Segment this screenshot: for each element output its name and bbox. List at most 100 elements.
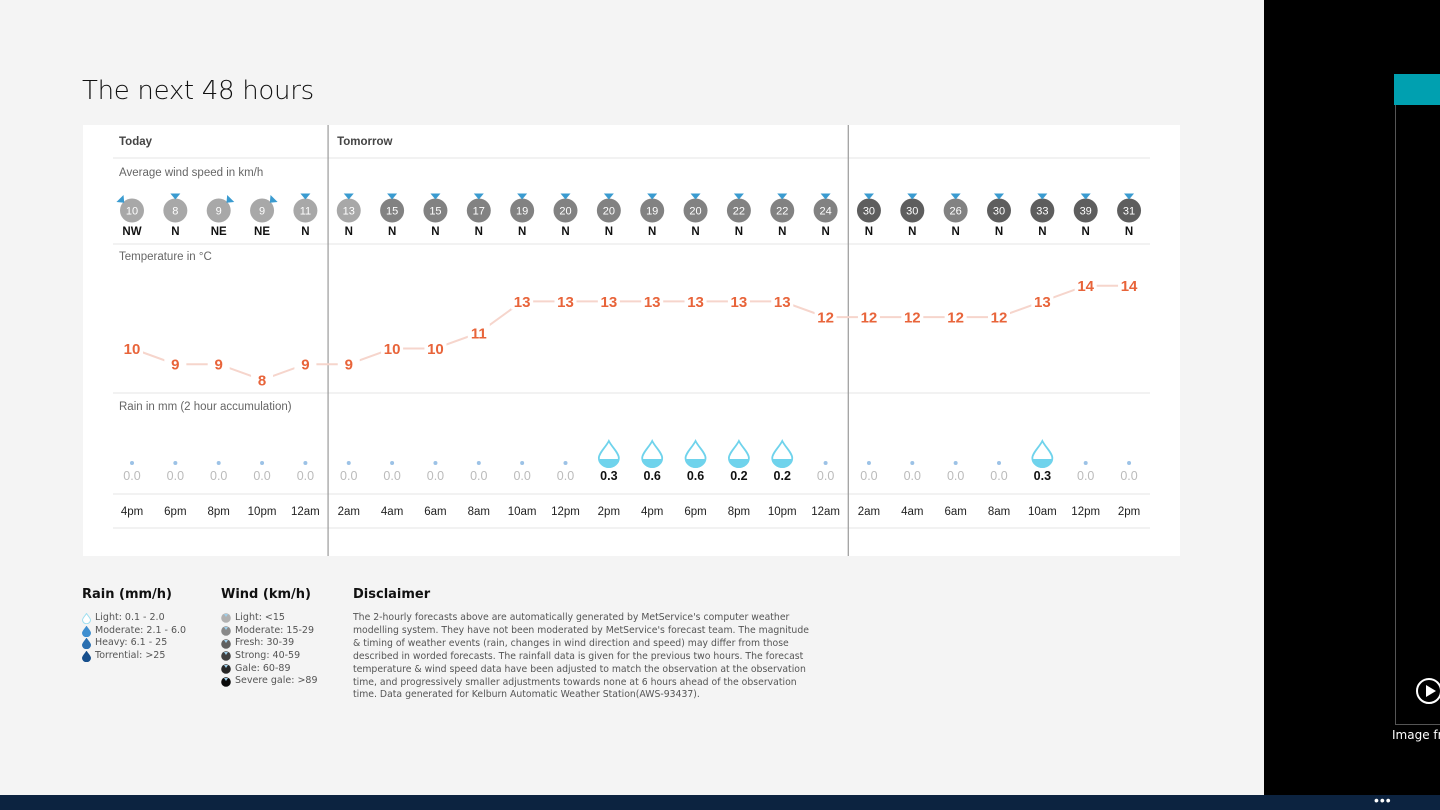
rain-drop-fill [642, 459, 663, 468]
rain-dot [1083, 461, 1088, 465]
play-icon[interactable] [1416, 678, 1440, 704]
rain-legend-label: Moderate: 2.1 - 6.0 [95, 624, 187, 636]
rain-value: 0.0 [427, 469, 444, 483]
rain-value: 0.0 [253, 469, 270, 483]
rain-value: 0.0 [513, 469, 530, 483]
temperature-label-bg [857, 308, 880, 326]
wind-direction-arrow-icon [863, 193, 874, 200]
rain-value: 0.0 [123, 469, 140, 483]
temperature-label-bg [164, 355, 187, 373]
time-label: 12pm [551, 506, 580, 518]
wind-direction-arrow-icon [777, 193, 788, 200]
wind-direction-arrow-icon [343, 193, 354, 200]
temperature-label-bg [641, 292, 664, 310]
wind-speed-circle [813, 198, 838, 223]
temperature-label-bg [121, 339, 143, 357]
wind-speed-value: 17 [473, 206, 485, 218]
disclaimer-title: Disclaimer [353, 587, 431, 602]
rain-dot [130, 461, 134, 465]
time-label: 8pm [208, 506, 230, 518]
rain-drop-fill [772, 459, 793, 468]
wind-speed-value: 19 [646, 206, 658, 218]
wind-legend-item: Moderate: 15-29 [221, 625, 318, 638]
side-panel-tab[interactable] [1394, 74, 1440, 105]
wind-legend-item: Gale: 60-89 [221, 663, 318, 676]
wind-direction-arrow-icon [517, 193, 528, 200]
time-label: 12am [811, 506, 840, 518]
temperature-label-bg [207, 355, 230, 373]
time-label: 6am [424, 506, 446, 518]
rain-value: 0.0 [297, 469, 314, 483]
wind-speed-value: 30 [993, 206, 1005, 218]
wind-speed-value: 11 [300, 206, 311, 218]
wind-direction-arrow-icon [820, 193, 831, 200]
wind-speed-circle [1117, 198, 1142, 223]
wind-direction-arrow-icon [226, 194, 235, 203]
page-title: The next 48 hours [82, 76, 314, 106]
temperature-value: 13 [1034, 294, 1051, 311]
wind-direction-arrow-icon [603, 193, 614, 200]
temperature-value: 9 [215, 357, 223, 374]
wind-speed-circle [553, 198, 578, 223]
wind-speed-circle [1073, 198, 1098, 223]
wind-speed-circle [770, 198, 795, 223]
rain-legend-item: Heavy: 6.1 - 25 [82, 637, 186, 650]
more-options-button[interactable]: ••• [1374, 792, 1392, 808]
temperature-value: 10 [384, 341, 401, 358]
wind-direction-arrow-icon [1124, 193, 1135, 200]
wind-legend-label: Gale: 60-89 [235, 662, 291, 674]
rain-dot [390, 461, 395, 465]
disclaimer: Disclaimer The 2-hourly forecasts above … [353, 587, 813, 702]
wind-speed-circle [596, 198, 621, 223]
rain-legend-title: Rain (mm/h) [82, 587, 172, 602]
day-label: Tomorrow [337, 136, 392, 148]
wind-direction-arrow-icon [950, 193, 961, 200]
time-label: 10am [508, 506, 537, 518]
wind-speed-circle [206, 198, 231, 223]
rain-legend-item: Torrential: >25 [82, 650, 186, 663]
wind-speed-value: 24 [819, 206, 831, 218]
time-label: 6am [944, 506, 966, 518]
wind-direction-label: N [345, 226, 353, 238]
disclaimer-text: The 2-hourly forecasts above are automat… [353, 612, 809, 701]
temperature-label-bg [684, 292, 707, 310]
rain-value: 0.0 [947, 469, 964, 483]
wind-speed-circle [987, 198, 1011, 223]
rain-value: 0.0 [1120, 469, 1137, 483]
wind-speed-circle [380, 198, 405, 223]
wind-speed-circle [726, 198, 751, 223]
temperature-label-bg [1031, 292, 1054, 310]
wind-speed-value: 20 [603, 206, 615, 218]
temperature-label-bg [337, 355, 360, 373]
time-label: 4am [381, 506, 403, 518]
time-label: 2pm [1118, 506, 1140, 518]
rain-legend-label: Heavy: 6.1 - 25 [95, 637, 168, 649]
rain-dot [520, 461, 525, 465]
temperature-label-bg [944, 308, 967, 326]
wind-direction-arrow-icon [170, 193, 181, 200]
time-label: 10pm [768, 506, 797, 518]
image-frame [1395, 105, 1440, 725]
wind-direction-label: N [1125, 226, 1133, 238]
rain-value: 0.0 [860, 469, 877, 483]
wind-legend-item: Fresh: 30-39 [221, 637, 318, 650]
wind-direction-arrow-icon [647, 193, 658, 200]
wind-direction-label: N [518, 226, 526, 238]
wind-direction-arrow-icon [907, 193, 918, 200]
wind-direction-label: NW [122, 226, 141, 238]
wind-legend-item: Light: <15 [221, 612, 318, 625]
wind-speed-value: 20 [689, 206, 701, 218]
wind-section-title: Average wind speed in km/h [119, 167, 263, 179]
temperature-value: 10 [427, 341, 444, 358]
rain-drop-fill [685, 459, 706, 468]
temperature-label-bg [511, 292, 534, 310]
wind-direction-arrow-icon [387, 193, 398, 200]
wind-speed-value: 22 [733, 206, 745, 218]
temperature-value: 13 [644, 294, 661, 311]
rain-legend-label: Light: 0.1 - 2.0 [95, 612, 165, 623]
wind-legend-label: Moderate: 15-29 [235, 624, 315, 636]
time-label: 8pm [728, 506, 750, 518]
temperature-section-title: Temperature in °C [119, 251, 212, 263]
rain-legend-label: Torrential: >25 [95, 650, 166, 662]
temperature-label-bg [251, 370, 274, 388]
